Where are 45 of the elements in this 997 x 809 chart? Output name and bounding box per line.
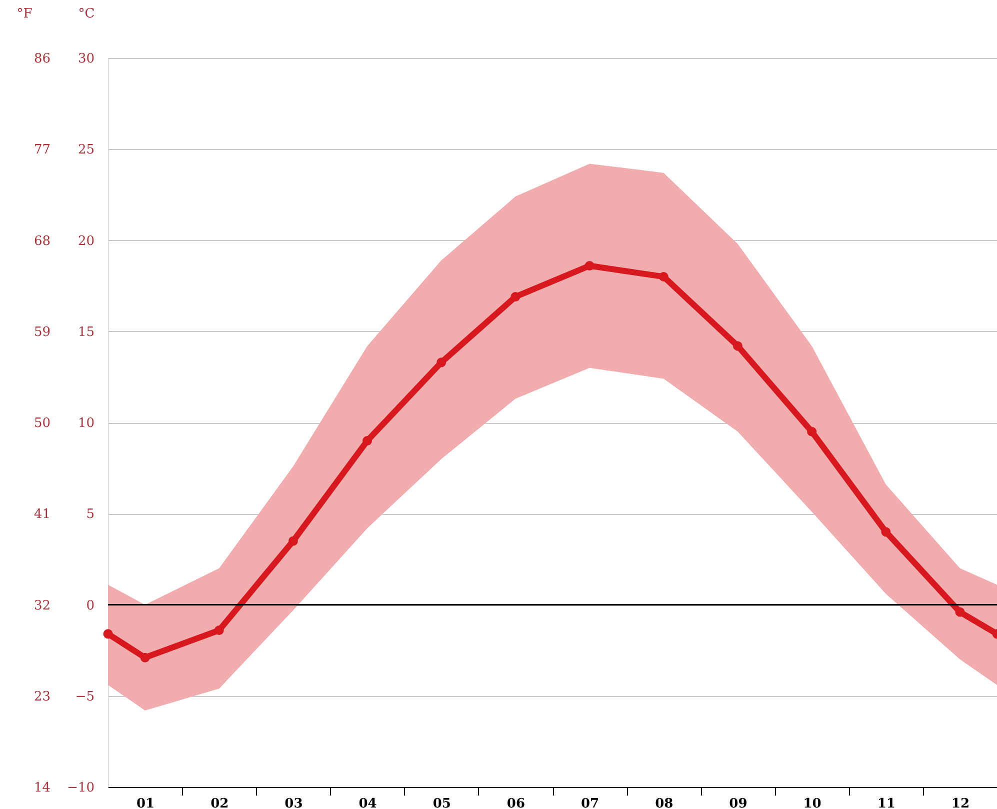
point <box>288 536 298 546</box>
x-tick-label: 10 <box>803 796 822 809</box>
y-tick-label: −10 <box>67 780 94 796</box>
point <box>362 436 372 446</box>
point <box>955 607 965 617</box>
y-tick-label: 10 <box>78 416 94 431</box>
x-tick-label: 01 <box>136 796 155 809</box>
y2-tick-label: 23 <box>34 689 50 704</box>
x-tick-label: 07 <box>580 796 600 809</box>
x-tick-label: 09 <box>729 796 748 809</box>
y2-tick-label: 59 <box>34 324 50 340</box>
x-tick-label: 06 <box>506 796 526 809</box>
x-tick-label: 04 <box>358 796 377 809</box>
point <box>103 629 113 639</box>
y-tick-label: 20 <box>78 234 94 249</box>
x-tick-label: 08 <box>655 796 674 809</box>
point <box>881 527 891 537</box>
y2-tick-label: 50 <box>34 416 50 431</box>
y2-tick-label: 77 <box>34 142 50 158</box>
y-tick-label: 30 <box>78 52 94 66</box>
point <box>510 292 520 302</box>
point <box>584 261 594 270</box>
y-tick-label: 5 <box>86 507 94 522</box>
y2-axis-title: °F <box>16 6 32 22</box>
y-tick-label: 15 <box>78 324 94 340</box>
x-tick-label: 11 <box>877 796 896 809</box>
y-tick-label: 25 <box>78 142 94 158</box>
point <box>140 652 150 662</box>
point <box>658 272 668 282</box>
y-axis-title: °C <box>78 6 95 22</box>
point <box>436 358 446 368</box>
point <box>732 341 742 351</box>
y2-tick-label: 41 <box>34 507 50 522</box>
x-tick-label: 02 <box>210 796 229 809</box>
x-tick-label: 12 <box>951 796 970 809</box>
y2-tick-label: 14 <box>34 780 50 796</box>
point <box>214 626 224 635</box>
y-tick-label: −5 <box>75 689 94 704</box>
y2-tick-label: 68 <box>34 234 50 249</box>
point <box>807 426 817 436</box>
y2-tick-label: 32 <box>34 598 50 614</box>
y2-tick-label: 86 <box>34 52 50 66</box>
x-tick-label: 03 <box>284 796 303 809</box>
y-tick-label: 0 <box>86 598 94 614</box>
x-tick-label: 05 <box>432 796 451 809</box>
